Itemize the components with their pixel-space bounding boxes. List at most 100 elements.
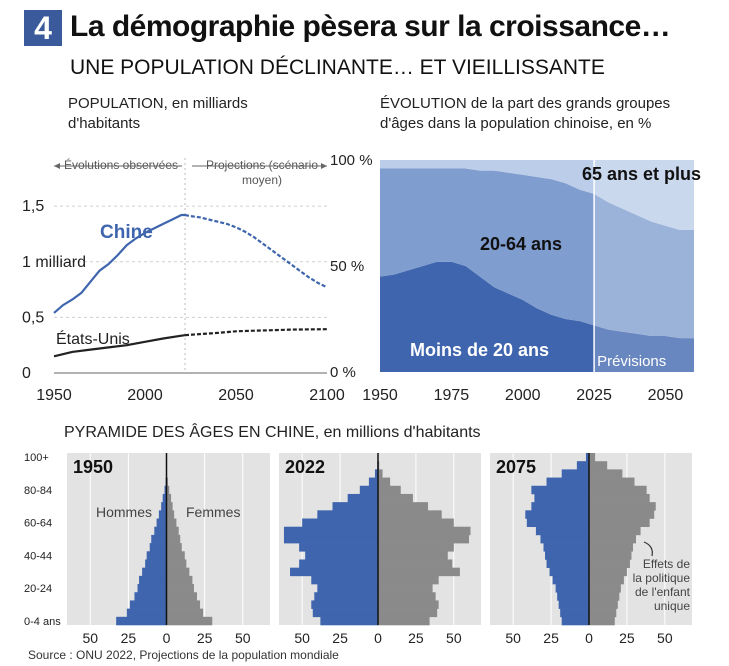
pyramid-bar-men — [311, 600, 378, 609]
pyramid-x-tick: 0 — [585, 630, 593, 646]
pyramid-bar-men — [142, 567, 167, 577]
legend-women: Femmes — [186, 504, 240, 520]
pyramid-bar-men — [347, 493, 378, 503]
pyramid-bar-men — [161, 502, 167, 511]
pyramid-bar-women — [378, 518, 454, 528]
pyramid-bar-men — [576, 461, 589, 470]
pyramid-bar-women — [166, 592, 197, 601]
pyramid-bar-women — [166, 543, 182, 552]
area-band-1 — [380, 168, 694, 339]
age-label: 80-84 — [24, 485, 52, 497]
pyramid-bar-men — [149, 543, 167, 552]
series-line-projected-0 — [184, 213, 328, 289]
pyramid-bar-men — [317, 510, 378, 519]
pyramid-bar-men — [151, 534, 167, 544]
x-tick-label: 1950 — [362, 387, 398, 404]
area-band-0 — [380, 261, 694, 372]
pyramid-bar-women — [378, 608, 438, 618]
pyramid-year-label: 2022 — [285, 457, 325, 477]
pyramid-bar-women — [166, 584, 194, 593]
pyramid-bar-men — [145, 559, 167, 568]
pyramid-bar-men — [317, 584, 378, 593]
pyramid-x-tick: 25 — [121, 630, 137, 646]
age-label: 20-24 — [24, 583, 52, 595]
pyramid-bar-men — [531, 485, 589, 495]
pyramid-chart-title: PYRAMIDE DES ÂGES EN CHINE, en millions … — [64, 424, 481, 441]
pyramid-bar-men — [146, 551, 167, 560]
pyramid-bar-women — [378, 584, 433, 593]
pyramid-bar-men — [560, 608, 589, 618]
pyramid-bar-women — [589, 477, 635, 487]
pyramid-bar-women — [589, 543, 633, 552]
pyramid-year-label: 2075 — [496, 457, 536, 477]
pyramid-bar-men — [283, 534, 378, 544]
observed-arrow-head — [54, 163, 60, 169]
pyramid-year-label: 1950 — [73, 457, 113, 477]
age-groups-chart-title: ÉVOLUTION de la part des grands groupes … — [380, 95, 671, 132]
forecast-overlay — [594, 160, 694, 372]
pyramid-x-tick: 25 — [197, 630, 213, 646]
pyramid-bar-women — [166, 526, 179, 536]
pyramid-bar-men — [546, 477, 589, 487]
pyramid-bar-women — [589, 453, 596, 462]
pyramid-bar-men — [312, 608, 378, 618]
pyramid-bar-women — [378, 559, 453, 568]
pyramid-bar-women — [378, 575, 439, 585]
pyramid-bar-men — [137, 584, 167, 593]
pyramid-x-tick: 25 — [408, 630, 424, 646]
pyramid-bar-women — [378, 616, 430, 626]
pyramid-bar-women — [589, 616, 615, 626]
pyramid-bar-men — [290, 567, 378, 577]
pyramid-bar-women — [589, 510, 655, 519]
pyramid-bar-women — [589, 485, 647, 495]
forecast-label: Prévisions — [597, 353, 666, 370]
pyramid-bar-women — [589, 592, 620, 601]
pyramid-bar-women — [589, 461, 608, 470]
pyramid-bar-men — [555, 584, 589, 593]
pyramid-bar-men — [585, 453, 589, 462]
series-label-20-64: 20-64 ans — [480, 234, 562, 254]
age-label: 60-64 — [24, 518, 52, 530]
x-tick-label: 1975 — [434, 387, 470, 404]
series-line-projected-1 — [184, 328, 328, 337]
pyramid-bar-men — [535, 526, 589, 536]
pyramid-bar-men — [557, 592, 589, 601]
age-groups-area-chart: Prévisions 100 % 50 % 0 % 1950 1975 2000 2025 20… — [330, 152, 701, 404]
pyramid-bar-men — [311, 575, 378, 585]
population-chart-title: POPULATION, en milliards d'habitants — [68, 95, 248, 132]
pyramid-bar-men — [543, 543, 589, 552]
y-tick-label: 1 milliard — [22, 254, 86, 271]
pyramid-bar-women — [378, 543, 454, 552]
page-subtitle: UNE POPULATION DÉCLINANTE… ET VIEILLISSA… — [70, 56, 605, 79]
policy-annotation-line: Effets de — [643, 557, 690, 571]
pyramid-x-tick: 50 — [82, 630, 98, 646]
pyramid-x-tick: 50 — [446, 630, 462, 646]
pyramid-bar-men — [154, 526, 167, 536]
pyramid-bar-men — [299, 559, 378, 568]
area-band-2 — [380, 160, 694, 230]
pyramid-bar-men — [164, 485, 167, 495]
x-tick-label: 2100 — [309, 387, 345, 404]
projections-arrow-head — [321, 163, 327, 169]
pyramid-bar-men — [129, 600, 167, 609]
pyramid-bar-men — [126, 608, 167, 618]
pyramid-bar-women — [589, 534, 637, 544]
pyramid-bar-women — [589, 502, 656, 511]
pyramid-bar-women — [378, 485, 401, 495]
pyramid-x-tick: 0 — [163, 630, 171, 646]
pyramid-bar-women — [589, 559, 630, 568]
x-tick-label: 2025 — [576, 387, 612, 404]
pyramid-bar-men — [139, 575, 167, 585]
pyramid-bar-men — [359, 485, 378, 495]
pyramid-bar-men — [540, 534, 589, 544]
y-tick-label: 100 % — [330, 152, 373, 169]
y-tick-label: 0,5 — [22, 309, 44, 326]
pyramid-bar-men — [549, 567, 589, 577]
page-title: La démographie pèsera sur la croissance… — [70, 10, 671, 43]
legend-men: Hommes — [96, 504, 152, 520]
population-line-chart: 1,5 1 milliard 0,5 0 1950 2000 2050 2100 Chine Ét… — [22, 158, 345, 404]
pyramid-x-tick: 25 — [332, 630, 348, 646]
policy-annotation-line: unique — [654, 599, 690, 613]
pyramid-bar-men — [162, 493, 167, 503]
pyramid-bar-men — [368, 477, 378, 487]
